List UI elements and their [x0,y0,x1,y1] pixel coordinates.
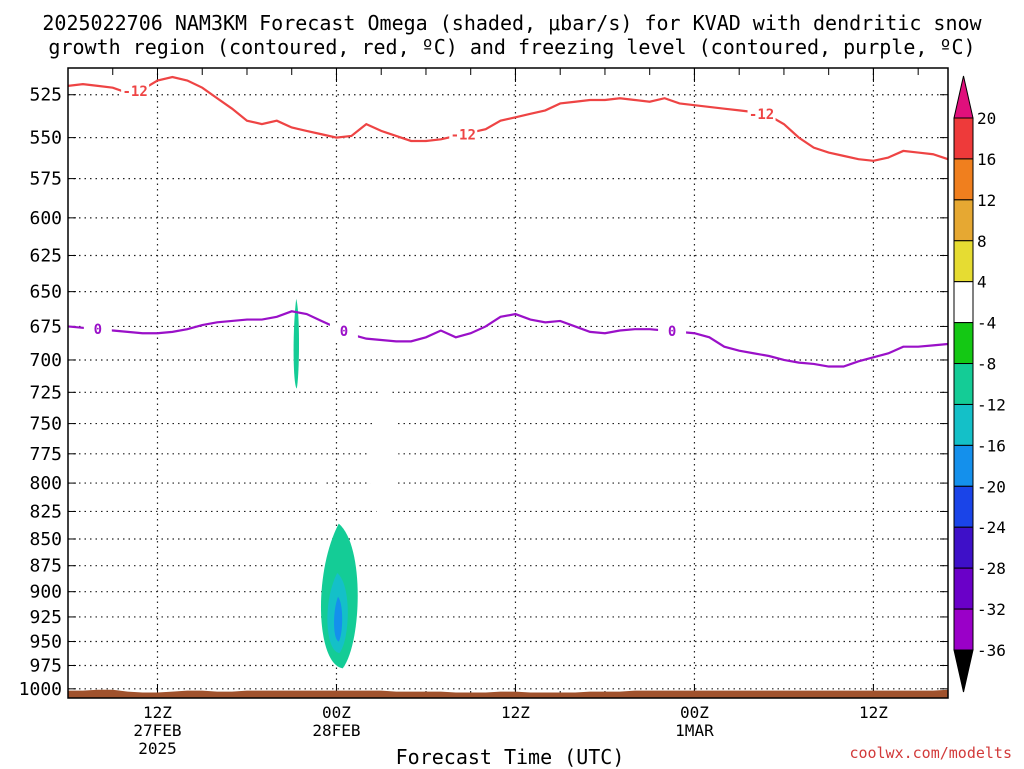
plot-area: -12 -12 -12 0 0 0 [68,75,948,698]
contour-label: -12 [749,107,774,123]
chart-title-line-2: growth region (contoured, red, ºC) and f… [48,35,976,59]
credit-text: coolwx.com/modelts [849,744,1012,762]
omega-shaded-region [369,383,399,523]
colorbar-label: 12 [977,191,996,210]
x-tick-label: 00Z [680,703,709,722]
y-tick-label: 525 [29,85,62,106]
colorbar-box [953,485,974,528]
x-tick-label: 12Z [859,703,888,722]
y-tick-label: 925 [29,607,62,628]
y-tick-label: 625 [29,245,62,266]
colorbar-label: -16 [977,436,1006,455]
y-tick-label: 750 [29,414,62,435]
colorbar-box [953,567,974,610]
y-tick-label: 575 [29,169,62,190]
plot-frame [67,67,949,699]
colorbar-box [953,403,974,446]
contour-label-bg [121,83,150,100]
colorbar-box [953,240,974,283]
y-tick-label: 600 [29,208,62,229]
contour-label-bg [747,105,776,122]
omega-shaded-region [334,596,343,642]
colorbar-label: -24 [977,518,1006,537]
contour-line-0 [68,310,948,368]
colorbar-top-triangle [953,75,974,119]
colorbar-box [953,363,974,405]
x-tick-year-label: 2025 [138,739,177,758]
colorbar-box [953,608,974,651]
colorbar-label: 4 [977,273,987,292]
terrain-fill [68,689,948,698]
colorbar-label: -28 [977,559,1006,578]
omega-shaded-region [317,462,325,501]
x-tick-label: 12Z [501,703,530,722]
colorbar-label: -32 [977,600,1006,619]
chart-title-line-1: 2025022706 NAM3KM Forecast Omega (shaded… [42,11,982,35]
y-tick-label: 800 [29,473,62,494]
contour-label-bg [658,323,687,340]
x-tick-date-label: 27FEB [133,721,181,740]
y-tick-label: 975 [29,655,62,676]
y-tick-label: 875 [29,556,62,577]
colorbar-box [953,158,974,201]
y-tick-label: 700 [29,350,62,371]
y-tick-label: 1000 [19,679,62,700]
y-tick-label: 850 [29,529,62,550]
y-tick-label: 725 [29,382,62,403]
y-tick-label: 675 [29,316,62,337]
x-tick-date-label: 28FEB [312,721,360,740]
x-tick-label: 00Z [322,703,351,722]
y-tick-label: 550 [29,128,62,149]
contour-label: -12 [122,84,147,100]
y-tick-label: 650 [29,282,62,303]
contour-label: 0 [94,322,102,338]
contour-line-minus12 [68,75,948,162]
x-tick-date-label: 1MAR [675,721,714,740]
colorbar-label: -8 [977,355,996,374]
x-axis-title: Forecast Time (UTC) [395,745,625,769]
colorbar-label: 20 [977,109,996,128]
colorbar-box [953,526,974,569]
colorbar-box [953,444,974,487]
y-tick-label: 950 [29,632,62,653]
colorbar-box [953,281,974,324]
y-tick-label: 900 [29,582,62,603]
contour-label-bg [329,323,358,340]
contour-label-bg [449,126,478,143]
y-tick-label: 775 [29,444,62,465]
colorbar-box [953,117,974,160]
colorbar-box [953,199,974,242]
colorbar-label: -36 [977,641,1006,660]
colorbar-label: -4 [977,314,996,333]
contour-label-bg [83,321,112,338]
contour-label: 0 [340,324,348,340]
contour-label: 0 [668,324,676,340]
x-tick-label: 12Z [143,703,172,722]
colorbar-label: -20 [977,477,1006,496]
contour-label: -12 [451,127,476,143]
omega-shaded-region [293,298,300,389]
y-tick-label: 825 [29,501,62,522]
colorbar-box [953,322,974,365]
colorbar-label: -12 [977,395,1006,414]
colorbar-label: 16 [977,150,996,169]
colorbar-label: 8 [977,232,987,251]
colorbar-bottom-triangle [953,649,974,693]
